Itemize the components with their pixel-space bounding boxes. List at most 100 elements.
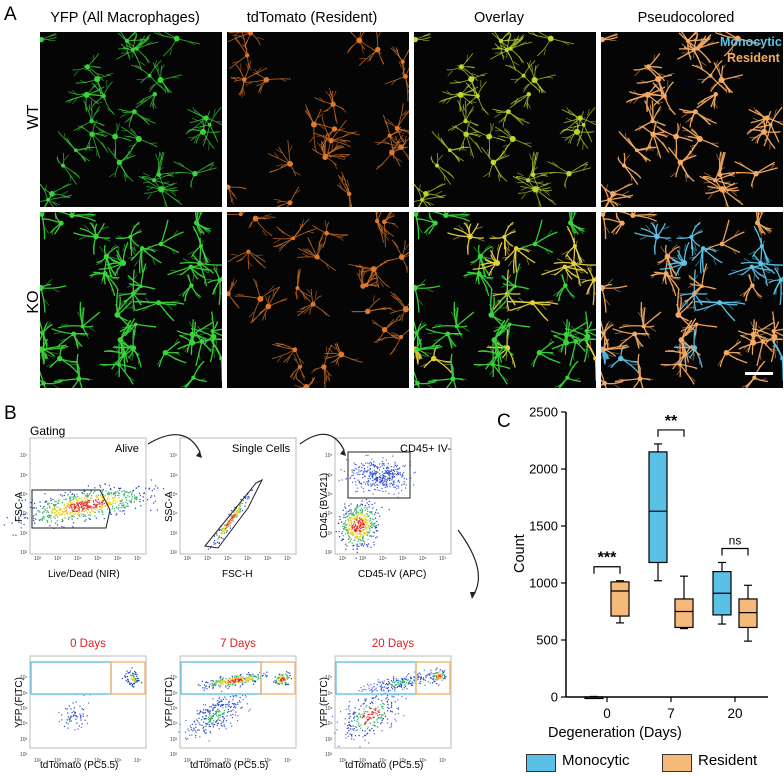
flow-event (363, 715, 365, 717)
flow-event (86, 502, 88, 505)
flow-event (357, 528, 359, 530)
flow-event (221, 713, 223, 715)
flow-plot-single-frame (179, 437, 297, 555)
flow-event (366, 728, 369, 730)
flow-event (376, 480, 378, 482)
flow-event (207, 721, 209, 723)
flow-event (396, 682, 398, 684)
flow-event (393, 466, 395, 468)
flow-event (343, 527, 346, 529)
flow-event (371, 474, 373, 476)
flow-event (386, 479, 389, 481)
flow-event (77, 728, 79, 730)
flow-event (220, 679, 222, 681)
flow-event (420, 677, 422, 679)
flow-event (208, 685, 211, 687)
flow-event (223, 680, 226, 682)
box-resident-7 (674, 575, 694, 630)
significance-label: *** (598, 550, 617, 567)
flow-event (134, 496, 136, 498)
flow-event (365, 518, 367, 521)
flow-event (388, 477, 390, 479)
flow-event (110, 489, 112, 491)
flow-event (218, 698, 220, 700)
flow-event (401, 684, 403, 686)
flow-event (369, 525, 372, 527)
flow-event (344, 526, 346, 529)
flow-event (221, 533, 223, 535)
flow-event (357, 520, 359, 522)
flow-event (30, 506, 32, 508)
flow-event (399, 685, 401, 688)
flow-event (241, 694, 244, 697)
flow-event (238, 504, 240, 506)
flow-event (128, 500, 130, 502)
flow-event (374, 527, 377, 529)
flow-event (364, 699, 366, 701)
flow-event (71, 509, 73, 511)
flow-event (212, 722, 214, 724)
flow-event (413, 484, 415, 486)
flow-event (345, 543, 347, 545)
flow-event (359, 520, 361, 522)
flow-event (232, 680, 234, 682)
flow-event (370, 464, 372, 466)
flow-event (377, 512, 379, 514)
flow-event (119, 489, 121, 491)
flow-event (87, 499, 89, 501)
flow-event (67, 716, 69, 718)
flow-event (347, 713, 349, 715)
flow-event (394, 687, 396, 689)
flow-event (212, 716, 214, 718)
flow-event (234, 695, 236, 697)
flow-event (373, 541, 375, 543)
flow-event (217, 718, 219, 720)
flow-event (237, 702, 239, 704)
flow-event (195, 731, 197, 733)
flow-event (53, 505, 55, 507)
flow-event (403, 481, 405, 483)
flow-event (119, 503, 121, 505)
flow-event (352, 531, 354, 533)
flow-event (382, 707, 384, 709)
flow-event (362, 714, 364, 716)
flow-event (88, 514, 90, 516)
flow-event (350, 522, 352, 524)
flow-event (367, 726, 369, 728)
flow-event (394, 684, 396, 686)
flow-event (79, 507, 81, 509)
flow-event (351, 533, 353, 536)
flow-event (79, 504, 82, 506)
flow-event (246, 496, 248, 498)
flow-event (82, 499, 84, 501)
flow-event (382, 686, 384, 688)
flow-event (284, 683, 286, 685)
flow-event (76, 510, 78, 512)
flow-event (62, 513, 64, 515)
flow-event (124, 493, 126, 495)
flow-event (373, 544, 375, 546)
flow-event (440, 675, 443, 678)
flow-event (284, 679, 286, 681)
flow-event (360, 486, 363, 488)
flow-event (363, 519, 365, 521)
flow-event (350, 517, 352, 519)
flow-event (133, 686, 135, 688)
flow-event (225, 719, 228, 722)
flow-event (210, 680, 212, 682)
flow-event (344, 723, 346, 725)
flow-event (348, 717, 350, 719)
flow-event (371, 503, 373, 506)
flow-event (352, 725, 354, 727)
flow-event (355, 726, 357, 728)
flow-y-tick: 10⁷ (325, 453, 333, 460)
flow-event (133, 683, 135, 685)
flow-event (79, 510, 81, 513)
flow-event (358, 471, 360, 473)
flow-event (196, 710, 198, 712)
flow-event (90, 490, 92, 492)
flow-event (401, 683, 403, 685)
flow-event (348, 536, 350, 538)
flow-event (237, 679, 239, 681)
flow-event (287, 672, 289, 674)
